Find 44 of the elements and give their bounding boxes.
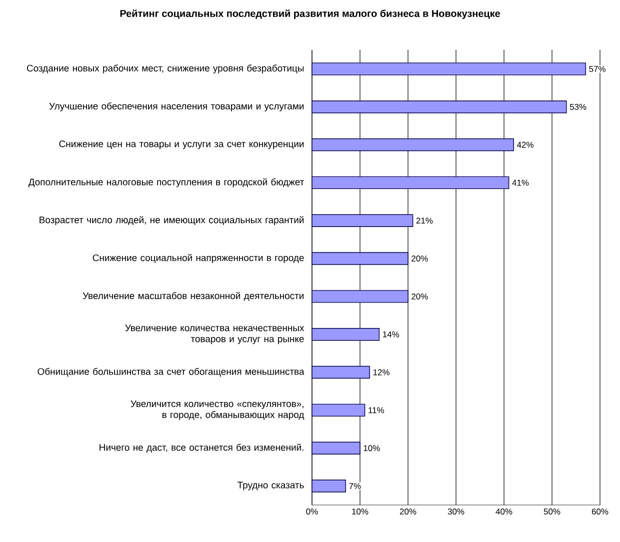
bar	[312, 100, 567, 114]
x-tick-label: 40%	[496, 508, 512, 514]
data-label: 20%	[412, 293, 428, 300]
x-tick-label: 60%	[592, 508, 608, 514]
y-tick-label: Возрастет число людей, не имеющих социальных гарантий	[40, 216, 304, 226]
y-tick-label: Трудно сказать	[238, 482, 304, 490]
bar	[312, 176, 510, 190]
bar	[312, 480, 346, 492]
bar	[312, 328, 380, 341]
x-tick-label: 20%	[400, 508, 416, 514]
x-tick-label: 0%	[306, 508, 318, 514]
bar	[312, 214, 414, 227]
data-label: 42%	[516, 142, 534, 148]
x-tick-label: 50%	[544, 508, 560, 514]
data-label: 41%	[512, 180, 529, 186]
bar	[312, 62, 586, 76]
data-label: 57%	[589, 66, 606, 72]
y-tick-label: Снижение цен на товары и услуги за счет конкуренции	[59, 140, 304, 150]
bar	[312, 366, 370, 379]
chart-title: Рейтинг социальных последствий развития малого бизнеса в Новокузнецке	[120, 10, 500, 19]
data-label: 7%	[349, 483, 361, 489]
y-tick-label: Увеличится количество «спекулянтов», в городе, обманывающих народ	[130, 400, 304, 420]
bar	[312, 252, 408, 265]
x-tick-label: 30%	[448, 508, 464, 514]
y-tick-label: Снижение социальной напряженности в городе	[92, 254, 304, 264]
data-label: 14%	[383, 331, 400, 338]
y-tick-label: Создание новых рабочих мест, снижение уровня безработицы	[26, 64, 304, 74]
data-label: 10%	[364, 445, 380, 452]
y-tick-label: Дополнительные налоговые поступления в городской бюджет	[28, 178, 304, 188]
y-tick-label: Увеличение масштабов незаконной деятельности	[82, 292, 304, 301]
y-tick-label: Увеличение количества некачественных товаров и услуг на рынке	[125, 324, 304, 344]
data-label: 11%	[368, 407, 384, 414]
bar	[312, 290, 408, 303]
data-label: 53%	[570, 104, 586, 110]
y-tick-label: Ничего не даст, все останется без изменений.	[100, 444, 304, 453]
bar	[312, 404, 366, 417]
y-tick-label: Обнищание большинства за счет обогащения меньшинства	[38, 368, 304, 377]
y-tick-label: Улучшение обеспечения населения товарами и услугами	[49, 102, 304, 112]
data-label: 12%	[373, 369, 390, 376]
x-tick-label: 10%	[352, 508, 368, 514]
data-label: 21%	[416, 218, 433, 224]
data-label: 20%	[412, 256, 428, 262]
bar	[312, 138, 514, 152]
bar	[312, 442, 360, 454]
